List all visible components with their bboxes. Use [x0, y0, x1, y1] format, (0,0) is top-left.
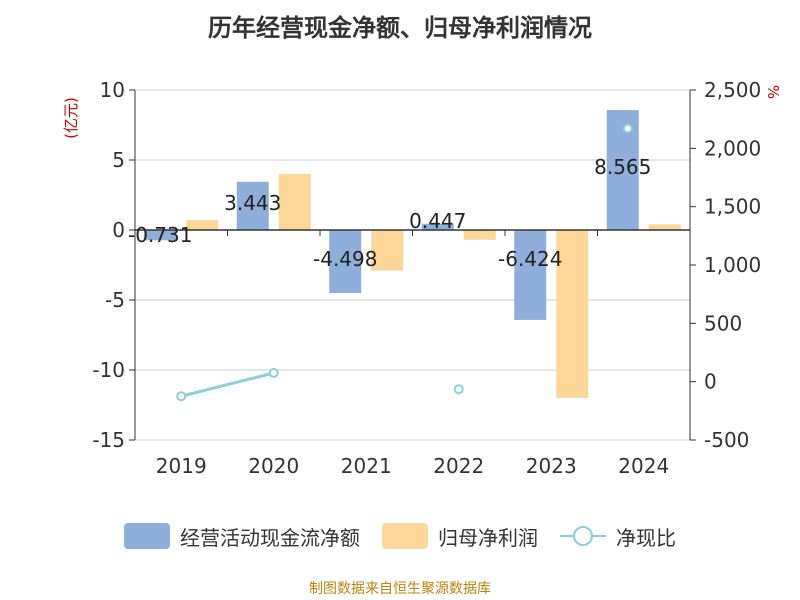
x-tick-label: 2022	[433, 454, 484, 478]
bar-op-cf	[236, 181, 269, 230]
right-tick-label: 2,500	[704, 78, 761, 102]
data-label-op-cf: -4.498	[313, 247, 377, 271]
left-tick-label: -5	[105, 288, 125, 312]
right-axis-unit: %	[764, 85, 782, 99]
bar-op-cf	[329, 230, 362, 293]
right-tick-label: -500	[704, 428, 749, 452]
data-label-op-cf: 0.447	[409, 209, 466, 233]
x-tick-label: 2020	[248, 454, 299, 478]
bar-profit	[278, 174, 311, 230]
right-tick-label: 1,000	[704, 253, 761, 277]
bar-profit	[186, 220, 219, 230]
bar-op-cf	[144, 230, 177, 241]
right-tick-label: 2,000	[704, 136, 761, 160]
bar-profit	[463, 230, 496, 240]
ratio-line-layer	[176, 123, 633, 402]
bar-layer	[144, 110, 681, 398]
left-tick-label: 0	[112, 218, 125, 242]
legend-label-profit: 归母净利润	[438, 525, 538, 550]
right-tick-label: 1,500	[704, 195, 761, 219]
legend-swatch-ratio	[560, 523, 606, 549]
legend: 经营活动现金流净额 归母净利润 净现比	[0, 516, 800, 556]
legend-item-op-cf[interactable]: 经营活动现金流净额	[124, 522, 360, 551]
left-tick-label: -15	[92, 428, 125, 452]
data-label-op-cf: -0.731	[128, 223, 192, 247]
x-tick-label: 2019	[156, 454, 207, 478]
x-tick-label: 2021	[341, 454, 392, 478]
legend-item-ratio[interactable]: 净现比	[560, 522, 676, 551]
bar-profit	[556, 230, 589, 398]
legend-label-ratio: 净现比	[616, 525, 676, 550]
chart-title: 历年经营现金净额、归母净利润情况	[208, 14, 592, 42]
left-tick-label: -10	[92, 358, 125, 382]
data-label-op-cf: 3.443	[224, 191, 281, 215]
ratio-point	[453, 384, 464, 395]
left-axis-unit: (亿元)	[62, 97, 80, 139]
grid-lines	[135, 89, 690, 441]
legend-swatch-profit	[382, 523, 428, 549]
ratio-point	[176, 391, 187, 402]
x-tick-label: 2024	[618, 454, 669, 478]
bar-op-cf	[606, 110, 639, 230]
ratio-point	[622, 123, 633, 134]
legend-swatch-op-cf	[124, 523, 170, 549]
bar-op-cf	[421, 223, 454, 230]
right-tick-label: 0	[704, 370, 717, 394]
data-label-op-cf: 8.565	[594, 155, 651, 179]
left-tick-label: 5	[112, 148, 125, 172]
right-tick-label: 500	[704, 311, 742, 335]
data-labels: -0.731 3.443 -4.498 0.447 -6.424 8.565	[128, 155, 651, 271]
left-tick-label: 10	[100, 78, 125, 102]
data-label-op-cf: -6.424	[498, 247, 562, 271]
bar-op-cf	[514, 230, 547, 320]
ratio-line-segment	[180, 371, 275, 398]
bar-profit	[371, 230, 404, 271]
x-tick-label: 2023	[526, 454, 577, 478]
bar-profit	[648, 224, 681, 230]
source-note: 制图数据来自恒生聚源数据库	[309, 581, 491, 597]
legend-label-op-cf: 经营活动现金流净额	[180, 525, 360, 550]
ratio-point	[268, 367, 279, 378]
axes: 10 5 0 -5 -10 -15 2,500 2,000 1,500 1,000 500 0 -500…	[92, 78, 761, 478]
legend-item-profit[interactable]: 归母净利润	[382, 522, 538, 551]
